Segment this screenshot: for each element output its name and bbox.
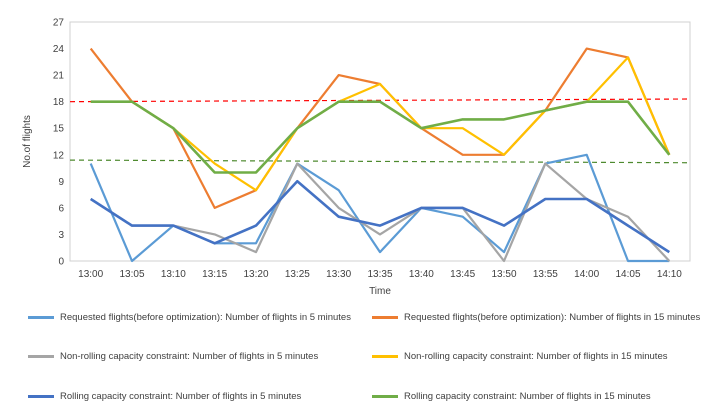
legend-item: Requested flights(before optimization): … bbox=[372, 312, 700, 323]
legend-item: Rolling capacity constraint: Number of f… bbox=[372, 391, 651, 402]
y-tick-label: 15 bbox=[53, 124, 65, 135]
x-tick-label: 13:15 bbox=[202, 269, 227, 280]
reference-line bbox=[69, 159, 691, 164]
series-line bbox=[89, 153, 670, 263]
x-tick-label: 13:35 bbox=[367, 269, 392, 280]
plot-area-border bbox=[69, 21, 691, 262]
x-tick-label: 13:00 bbox=[78, 269, 103, 280]
legend-item: Rolling capacity constraint: Number of f… bbox=[28, 391, 301, 402]
x-tick-label: 13:45 bbox=[450, 269, 475, 280]
y-tick-label: 18 bbox=[53, 97, 65, 108]
legend-swatch bbox=[372, 395, 398, 398]
y-axis-title: No.of flights bbox=[22, 115, 33, 168]
y-tick-label: 6 bbox=[58, 203, 64, 214]
series-line bbox=[90, 100, 671, 174]
y-tick-label: 3 bbox=[58, 230, 64, 241]
legend: Requested flights(before optimization): … bbox=[0, 300, 714, 418]
y-tick-label: 24 bbox=[53, 44, 65, 55]
series-line bbox=[89, 47, 671, 209]
legend-label: Non-rolling capacity constraint: Number … bbox=[60, 351, 319, 362]
legend-label: Rolling capacity constraint: Number of f… bbox=[60, 391, 302, 402]
x-tick-label: 13:10 bbox=[161, 269, 186, 280]
legend-swatch bbox=[28, 355, 54, 358]
y-tick-label: 9 bbox=[58, 177, 64, 188]
legend-label: Requested flights(before optimization): … bbox=[60, 312, 351, 323]
x-axis-title: Time bbox=[369, 286, 391, 297]
legend-item: Non-rolling capacity constraint: Number … bbox=[28, 351, 318, 362]
x-tick-label: 13:30 bbox=[326, 269, 351, 280]
x-tick-label: 14:05 bbox=[615, 269, 640, 280]
y-tick-label: 21 bbox=[53, 71, 65, 82]
series-line bbox=[90, 56, 671, 192]
legend-item: Non-rolling capacity constraint: Number … bbox=[372, 351, 667, 362]
x-tick-label: 14:10 bbox=[657, 269, 682, 280]
legend-item: Requested flights(before optimization): … bbox=[28, 312, 351, 323]
y-tick-label: 12 bbox=[53, 150, 65, 161]
legend-swatch bbox=[372, 316, 398, 319]
x-tick-label: 13:05 bbox=[119, 269, 144, 280]
series-line bbox=[89, 180, 671, 254]
x-tick-label: 13:20 bbox=[243, 269, 268, 280]
legend-label: Requested flights(before optimization): … bbox=[404, 312, 701, 323]
legend-swatch bbox=[372, 355, 398, 358]
reference-line bbox=[69, 98, 691, 103]
legend-swatch bbox=[28, 316, 54, 319]
legend-label: Rolling capacity constraint: Number of f… bbox=[404, 391, 651, 402]
x-tick-label: 14:00 bbox=[574, 269, 599, 280]
legend-swatch bbox=[28, 395, 54, 398]
legend-label: Non-rolling capacity constraint: Number … bbox=[404, 351, 668, 362]
series-line bbox=[90, 162, 671, 263]
chart-plot: 0 3 6 9 12 15 18 21 24 27 13:00 13:05 13:10 13:15 13:2… bbox=[22, 18, 691, 297]
y-tick-label: 0 bbox=[58, 257, 64, 268]
x-tick-label: 13:50 bbox=[491, 269, 516, 280]
x-tick-label: 13:55 bbox=[533, 269, 558, 280]
x-tick-label: 13:25 bbox=[285, 269, 310, 280]
y-tick-label: 27 bbox=[53, 18, 65, 29]
x-tick-label: 13:40 bbox=[409, 269, 434, 280]
